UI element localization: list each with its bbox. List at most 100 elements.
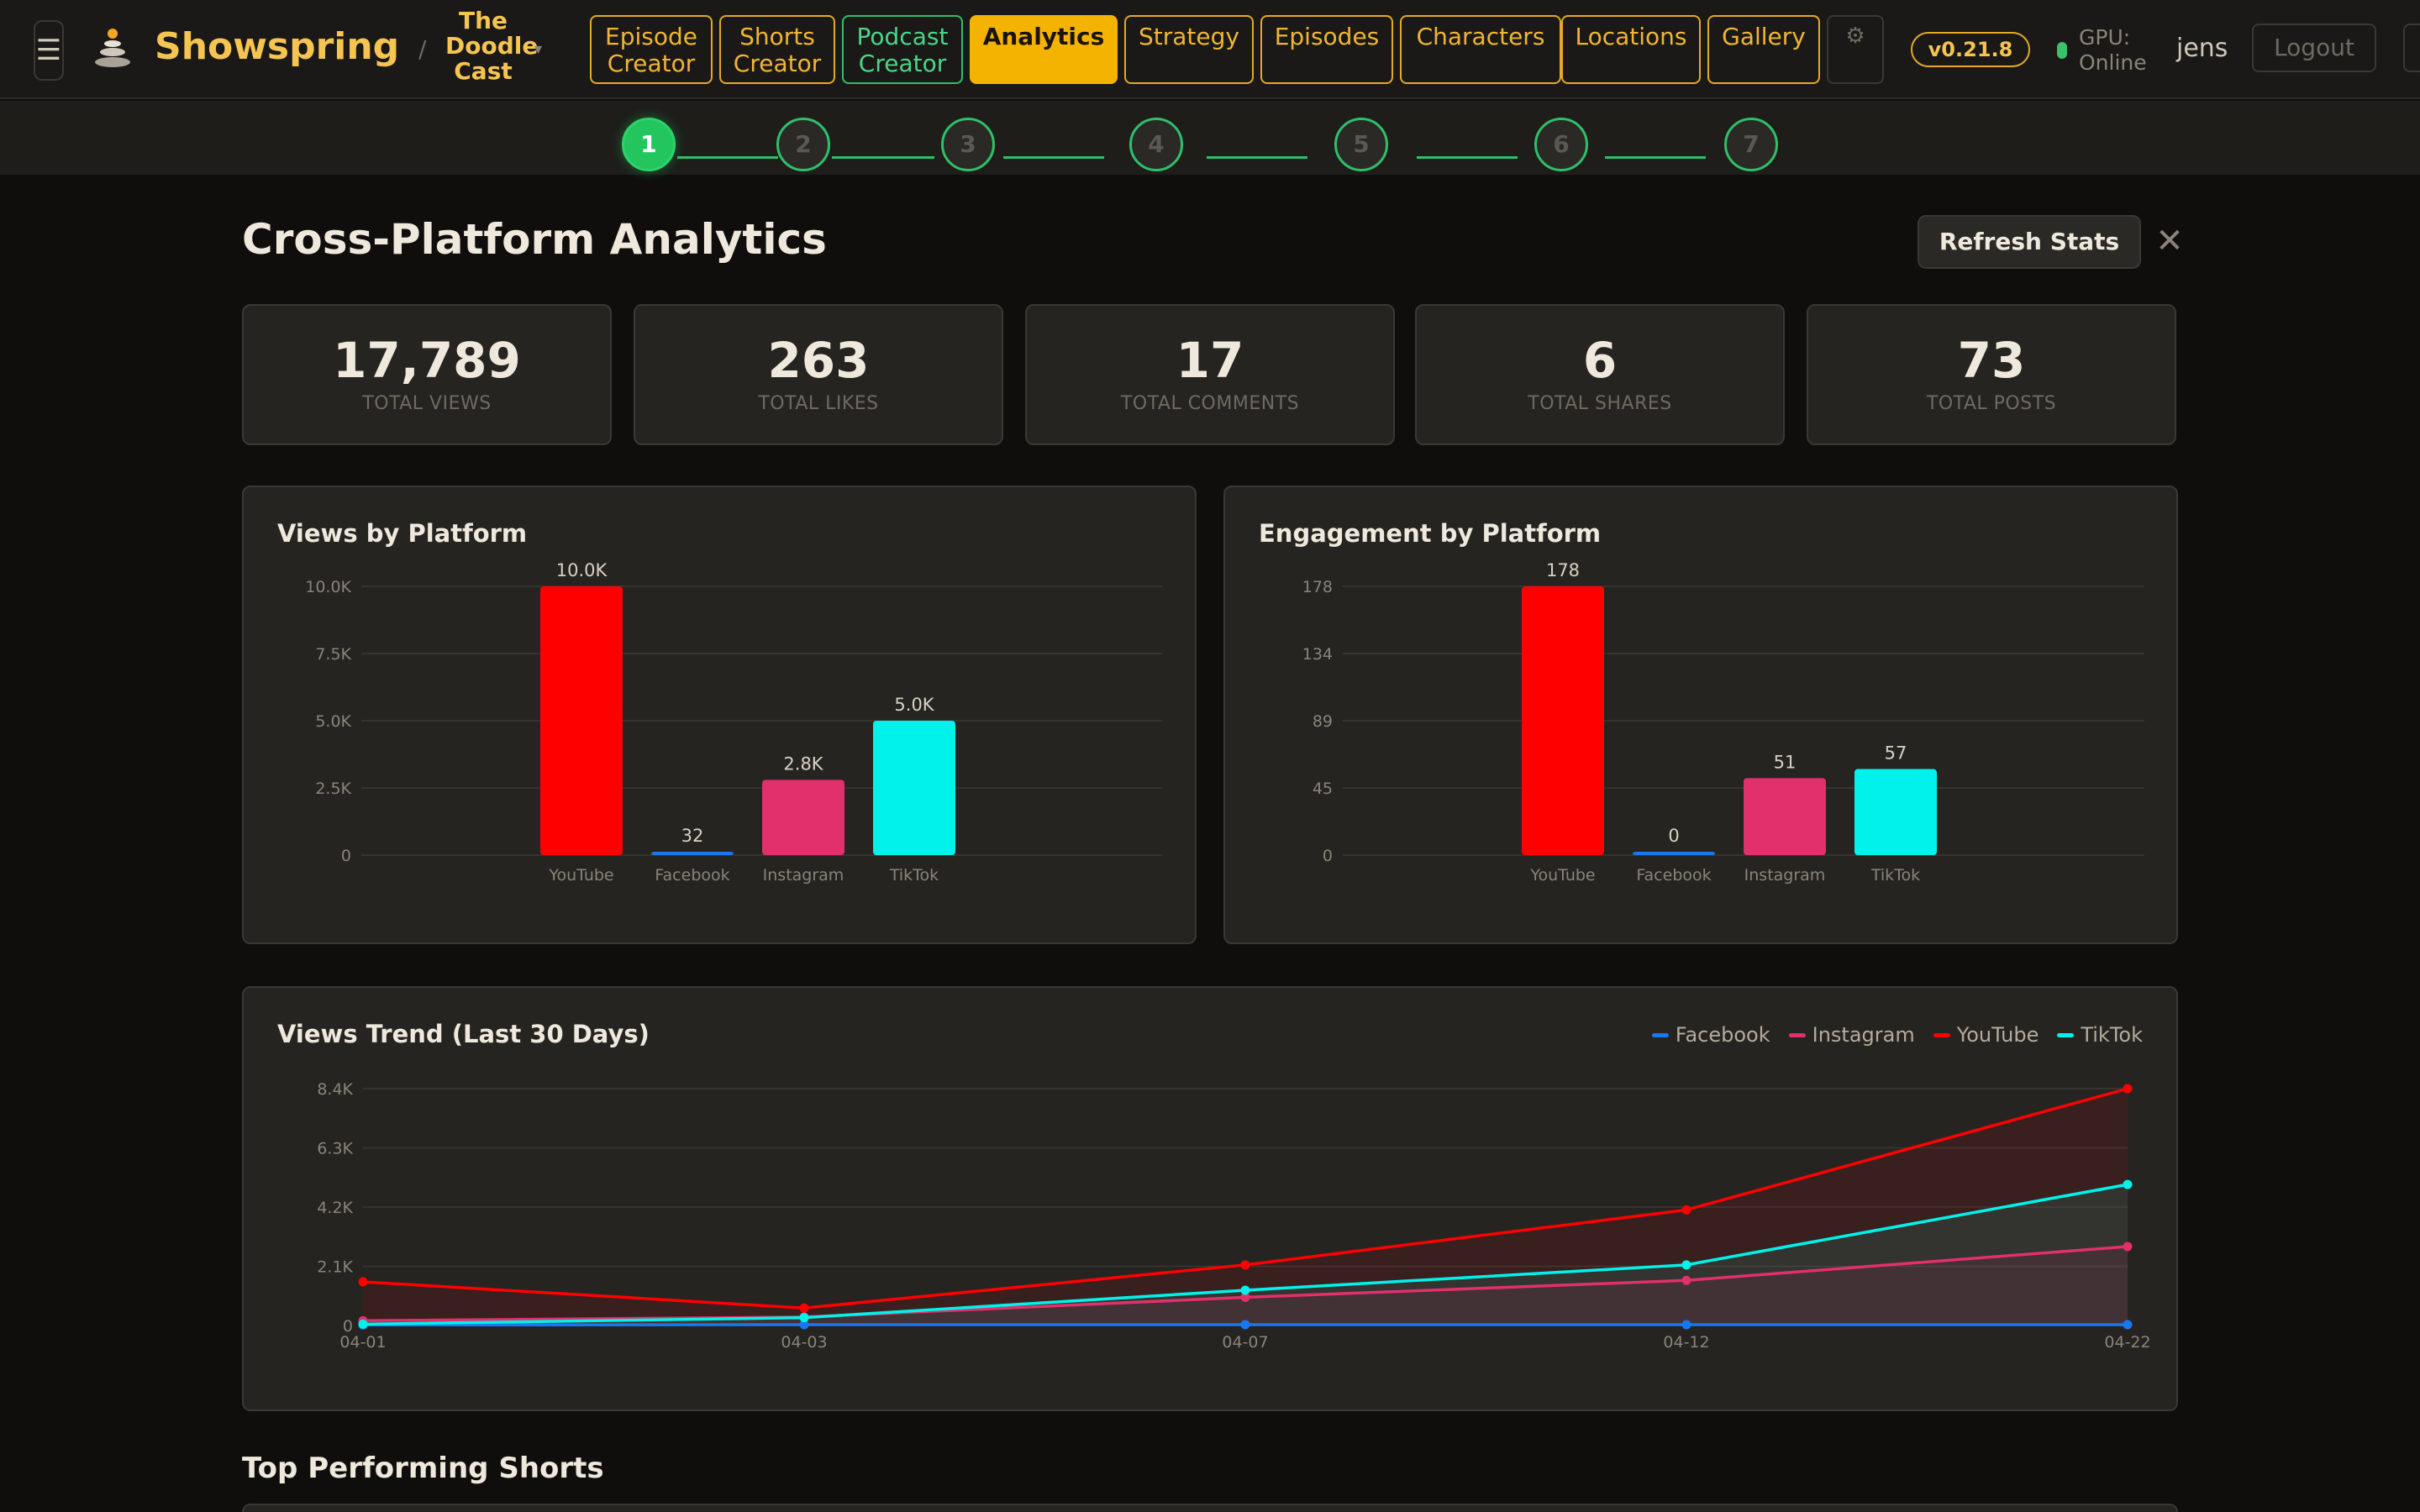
brand-name[interactable]: Showspring [155, 25, 400, 68]
legend-label: Facebook [1675, 1023, 1770, 1047]
bar-value-label: 10.0K [556, 560, 608, 580]
refresh-stats-button[interactable]: Refresh Stats [1918, 215, 2141, 269]
logout-button[interactable]: Logout [2252, 24, 2376, 72]
step-connector [1003, 156, 1104, 159]
overflow-button[interactable] [2403, 24, 2420, 72]
x-tick-label: 04-07 [1222, 1333, 1268, 1352]
y-tick-label: 45 [1313, 780, 1333, 798]
tab-podcast-creator[interactable]: Podcast Creator [842, 15, 963, 84]
chart-title: Views Trend (Last 30 Days) [277, 1020, 650, 1048]
close-icon[interactable]: ✕ [2155, 222, 2184, 260]
step-5[interactable]: 5 [1334, 118, 1388, 171]
x-tick-label: Instagram [1744, 866, 1826, 885]
data-point-youtube [1240, 1260, 1250, 1270]
views-trend-card: Views Trend (Last 30 Days) Facebook Inst… [242, 986, 2178, 1411]
hamburger-menu-button[interactable]: ☰ [34, 20, 64, 81]
stat-card-total-posts: 73 TOTAL POSTS [1807, 304, 2176, 445]
y-tick-label: 8.4K [317, 1080, 353, 1099]
data-point-tiktok [1681, 1260, 1691, 1270]
area-instagram [363, 1247, 2128, 1326]
tab-shorts-creator[interactable]: Shorts Creator [719, 15, 835, 84]
step-2[interactable]: 2 [776, 118, 830, 171]
x-tick-label: TikTok [1870, 866, 1920, 885]
stat-value: 73 [1957, 332, 2026, 389]
project-selector[interactable]: The Doodle Cast [445, 7, 539, 85]
y-tick-label: 178 [1302, 578, 1333, 596]
stat-value: 6 [1582, 332, 1618, 389]
step-7[interactable]: 7 [1724, 118, 1778, 171]
stat-value: 263 [767, 332, 870, 389]
step-1[interactable]: 1 [622, 118, 676, 171]
views-by-platform-chart: 0 2.5K 5.0K 7.5K 10.0K 10.0K YouTube 32 Facebook… [305, 560, 1163, 885]
tab-episodes[interactable]: Episodes [1260, 15, 1393, 84]
stat-value: 17,789 [333, 332, 521, 389]
step-connector [1417, 156, 1518, 159]
chart-title: Views by Platform [277, 519, 528, 548]
y-tick-label: 2.5K [315, 780, 351, 798]
legend-item-youtube[interactable]: YouTube [1933, 1023, 2039, 1047]
tab-locations[interactable]: Locations [1561, 15, 1701, 84]
top-shorts-table [242, 1504, 2178, 1512]
bar-instagram [762, 780, 844, 855]
tab-strategy[interactable]: Strategy [1124, 15, 1254, 84]
data-point-instagram [1681, 1275, 1691, 1285]
data-point-youtube [2123, 1084, 2133, 1094]
legend-swatch [1933, 1032, 1950, 1037]
bar-value-label: 0 [1668, 826, 1679, 846]
step-6[interactable]: 6 [1534, 118, 1588, 171]
x-tick-label: YouTube [1529, 866, 1595, 885]
bar-value-label: 5.0K [894, 695, 934, 715]
legend-label: YouTube [1956, 1023, 2039, 1047]
bar-value-label: 178 [1546, 560, 1580, 580]
page-title: Cross-Platform Analytics [242, 215, 827, 264]
y-tick-label: 0 [341, 847, 351, 865]
step-connector [1605, 156, 1706, 159]
bar-value-label: 57 [1885, 743, 1907, 764]
tab-characters[interactable]: Characters [1400, 15, 1561, 84]
breadcrumb-separator: / [418, 35, 427, 63]
menu-icon: ☰ [35, 34, 62, 67]
data-point-tiktok [358, 1319, 368, 1329]
y-tick-label: 89 [1313, 712, 1333, 731]
legend-label: TikTok [2081, 1023, 2143, 1047]
legend-item-tiktok[interactable]: TikTok [2057, 1023, 2143, 1047]
settings-button[interactable]: ⚙ [1827, 15, 1884, 84]
y-tick-label: 4.2K [317, 1199, 353, 1217]
engagement-by-platform-chart: 0 45 89 134 178 178 YouTube 0 Facebook 51 Instagra… [1302, 560, 2144, 885]
views-trend-chart: 0 2.1K 4.2K 6.3K 8.4K 04-01 04-03 04-07 04-12 04-… [317, 1080, 2150, 1352]
step-4[interactable]: 4 [1129, 118, 1183, 171]
version-badge: v0.21.8 [1911, 32, 2030, 67]
tab-analytics[interactable]: Analytics [970, 15, 1118, 84]
data-point-youtube [799, 1303, 809, 1313]
data-point-facebook [2123, 1320, 2133, 1330]
tab-episode-creator[interactable]: Episode Creator [590, 15, 713, 84]
x-tick-label: 04-22 [2104, 1333, 2150, 1352]
gpu-status-text: GPU: Online [2079, 25, 2147, 75]
bar-youtube [540, 586, 623, 855]
username: jens [2176, 34, 2228, 63]
engagement-by-platform-card: Engagement by Platform 0 45 89 134 178 178 You… [1223, 486, 2178, 944]
x-tick-label: Instagram [763, 866, 844, 885]
y-tick-label: 2.1K [317, 1258, 353, 1277]
x-tick-label: Facebook [1636, 866, 1711, 885]
chevron-down-icon[interactable]: ▾ [534, 40, 543, 58]
step-connector [677, 156, 778, 159]
tab-gallery[interactable]: Gallery [1707, 15, 1820, 84]
y-tick-label: 0 [1323, 847, 1333, 865]
legend-swatch [1788, 1032, 1806, 1037]
stat-card-total-shares: 6 TOTAL SHARES [1415, 304, 1785, 445]
bar-tiktok [1854, 769, 1937, 855]
legend-item-instagram[interactable]: Instagram [1788, 1023, 1915, 1047]
top-bar: ☰ Showspring / The Doodle Cast ▾ Episode… [0, 0, 2420, 99]
stat-card-total-views: 17,789 TOTAL VIEWS [242, 304, 612, 445]
step-3[interactable]: 3 [941, 118, 995, 171]
stat-card-total-comments: 17 TOTAL COMMENTS [1025, 304, 1395, 445]
stat-label: TOTAL SHARES [1528, 393, 1672, 414]
data-point-tiktok [799, 1313, 809, 1323]
legend-item-facebook[interactable]: Facebook [1651, 1023, 1770, 1047]
bar-value-label: 2.8K [783, 753, 823, 774]
data-point-instagram [2123, 1242, 2133, 1252]
bar-facebook [1633, 852, 1715, 855]
stat-card-total-likes: 263 TOTAL LIKES [634, 304, 1003, 445]
legend-swatch [2057, 1032, 2075, 1037]
